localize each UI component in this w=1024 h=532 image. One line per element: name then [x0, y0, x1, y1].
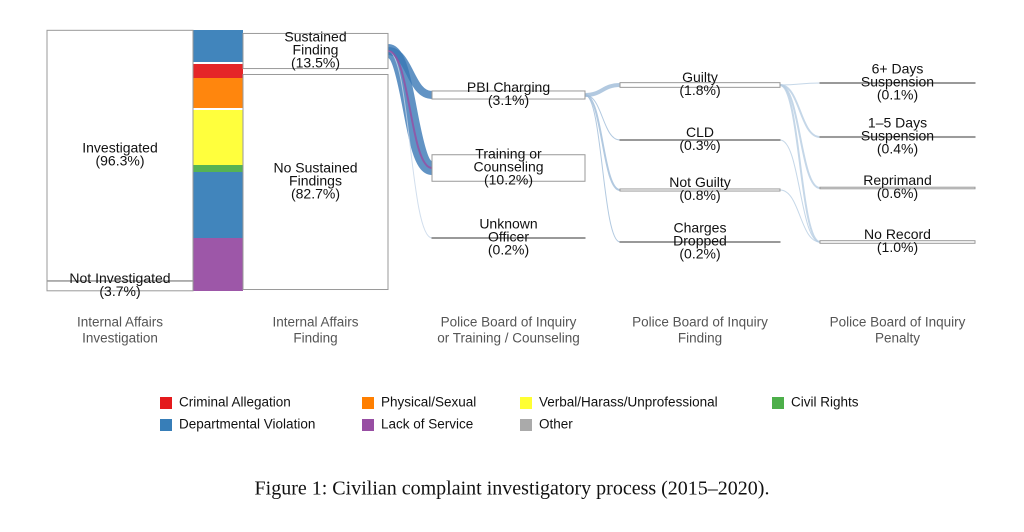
node-value: (13.5%)	[291, 55, 340, 71]
node-label: CLD	[686, 124, 714, 140]
stage-title: Penalty	[875, 331, 920, 346]
type-band	[193, 64, 243, 78]
type-band	[193, 78, 243, 108]
legend-label: Lack of Service	[381, 417, 473, 432]
node-value: (3.1%)	[488, 92, 529, 108]
legend-label: Civil Rights	[791, 395, 859, 410]
node-value: (82.7%)	[291, 186, 340, 202]
node	[431, 90, 586, 100]
legend-label: Criminal Allegation	[179, 395, 291, 410]
node-label: Counseling	[473, 159, 543, 175]
flow	[779, 84, 821, 243]
node-label: Reprimand	[863, 172, 931, 188]
stage-title: Internal Affairs	[77, 315, 163, 330]
legend-swatch	[520, 419, 532, 431]
legend-swatch	[362, 419, 374, 431]
type-band	[193, 30, 243, 62]
node	[46, 29, 194, 282]
flow	[779, 82, 821, 86]
node	[242, 32, 389, 70]
stage-title: Police Board of Inquiry	[830, 315, 966, 330]
node-label: Finding	[293, 42, 339, 58]
flow	[387, 50, 433, 169]
node	[431, 237, 586, 239]
node-label: 6+ Days	[872, 61, 924, 77]
node-label: No Record	[864, 226, 931, 242]
node-label: No Sustained	[273, 160, 357, 176]
flow	[584, 94, 621, 191]
node-value: (0.3%)	[679, 137, 720, 153]
type-band	[193, 110, 243, 165]
legend-label: Physical/Sexual	[381, 395, 476, 410]
node-value: (0.1%)	[877, 87, 918, 103]
node	[46, 280, 194, 292]
node-label: 1–5 Days	[868, 115, 927, 131]
node-label: Findings	[289, 173, 342, 189]
legend-label: Verbal/Harass/Unprofessional	[539, 395, 718, 410]
node-label: Suspension	[861, 128, 934, 144]
flows	[193, 30, 821, 291]
flow	[584, 94, 621, 243]
node	[619, 241, 781, 243]
node-label: Suspension	[861, 74, 934, 90]
flow	[779, 84, 821, 189]
flow	[779, 139, 821, 243]
node-value: (10.2%)	[484, 172, 533, 188]
node	[819, 82, 976, 84]
flow	[584, 83, 621, 97]
type-band	[193, 238, 243, 291]
node-label: Charges	[674, 220, 727, 236]
type-band	[193, 172, 243, 238]
type-band	[193, 165, 243, 172]
node	[619, 82, 781, 88]
legend-label: Other	[539, 417, 573, 432]
node-label: Sustained	[284, 29, 346, 45]
node	[242, 73, 389, 291]
stage-title: Police Board of Inquiry	[441, 315, 577, 330]
legend-swatch	[160, 397, 172, 409]
node	[619, 188, 781, 192]
flow	[584, 94, 621, 141]
node-label: Guilty	[682, 69, 718, 85]
node	[819, 135, 976, 139]
node-label: Unknown	[479, 216, 537, 232]
legend-swatch	[160, 419, 172, 431]
node-label: Dropped	[673, 233, 727, 249]
node-value: (1.0%)	[877, 239, 918, 255]
node-value: (0.2%)	[679, 246, 720, 262]
node-label: Training or	[475, 146, 542, 162]
node	[819, 186, 976, 190]
legend-swatch	[520, 397, 532, 409]
stage-title: Police Board of Inquiry	[632, 315, 768, 330]
stage-title: or Training / Counseling	[437, 331, 580, 346]
node-value: (0.8%)	[679, 187, 720, 203]
node	[431, 154, 586, 182]
node-value: (96.3%)	[95, 153, 144, 169]
legend-label: Departmental Violation	[179, 417, 315, 432]
legend-swatch	[772, 397, 784, 409]
node-label: Not Guilty	[669, 174, 730, 190]
flow	[779, 189, 821, 243]
stage-title: Internal Affairs	[272, 315, 358, 330]
caption: Figure 1: Civilian complaint investigato…	[255, 478, 770, 500]
node-value: (0.2%)	[488, 242, 529, 258]
node	[619, 139, 781, 141]
flow	[779, 84, 821, 138]
legend-swatch	[362, 397, 374, 409]
stage-title: Finding	[293, 331, 337, 346]
node-label: Investigated	[82, 140, 158, 156]
node-value: (1.8%)	[679, 82, 720, 98]
flow	[387, 50, 433, 239]
node-value: (0.4%)	[877, 141, 918, 157]
stage-title: Finding	[678, 331, 722, 346]
stage-title: Investigation	[82, 331, 158, 346]
node-value: (3.7%)	[99, 283, 140, 299]
node-label: PBI Charging	[467, 79, 550, 95]
node-label: Officer	[488, 229, 529, 245]
node-value: (0.6%)	[877, 185, 918, 201]
node	[819, 240, 976, 244]
node-label: Not Investigated	[69, 270, 170, 286]
